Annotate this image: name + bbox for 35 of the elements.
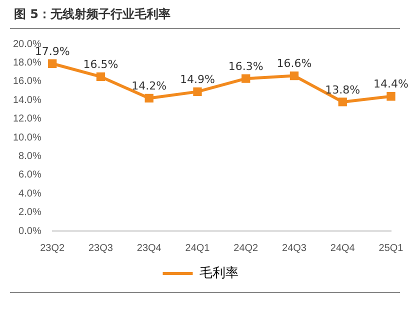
x-tick-label: 24Q3 xyxy=(282,242,307,254)
point xyxy=(193,87,202,96)
legend-label: 毛利率 xyxy=(199,264,238,281)
y-tick-label: 10.0% xyxy=(12,132,42,144)
text: 14.9% xyxy=(180,73,215,86)
chart-title: 图 5：无线射频子行业毛利率 xyxy=(14,6,171,23)
x-tick-label: 25Q1 xyxy=(378,242,404,254)
point xyxy=(338,98,347,106)
text: 13.8% xyxy=(325,83,360,96)
point xyxy=(48,59,57,68)
y-tick-label: 16.0% xyxy=(12,76,42,88)
point xyxy=(144,94,154,103)
text: 16.3% xyxy=(228,60,264,73)
y-tick-label: 4.0% xyxy=(18,188,42,200)
text: 14.4% xyxy=(374,78,408,91)
x-tick-label: 24Q4 xyxy=(330,242,356,254)
point xyxy=(386,92,396,101)
x-tick-label: 23Q4 xyxy=(136,242,162,254)
point xyxy=(290,71,299,80)
point xyxy=(96,72,106,82)
text: 16.6% xyxy=(276,57,312,70)
y-tick-label: 8.0% xyxy=(18,150,42,162)
y-tick-label: 18.0% xyxy=(12,57,42,68)
y-tick-label: 14.0% xyxy=(12,94,42,106)
y-tick-label: 0.0% xyxy=(18,226,42,237)
x-tick-label: 23Q3 xyxy=(88,242,114,254)
x-tick-label: 24Q2 xyxy=(234,242,259,254)
text: 16.5% xyxy=(83,58,118,72)
point xyxy=(242,74,250,83)
y-tick-label: 12.0% xyxy=(12,114,42,125)
x-tick-label: 24Q1 xyxy=(185,242,210,254)
y-tick-label: 6.0% xyxy=(18,170,42,181)
y-tick-label: 2.0% xyxy=(18,207,42,218)
x-tick-label: 23Q2 xyxy=(40,242,66,254)
text: 14.2% xyxy=(132,80,167,93)
